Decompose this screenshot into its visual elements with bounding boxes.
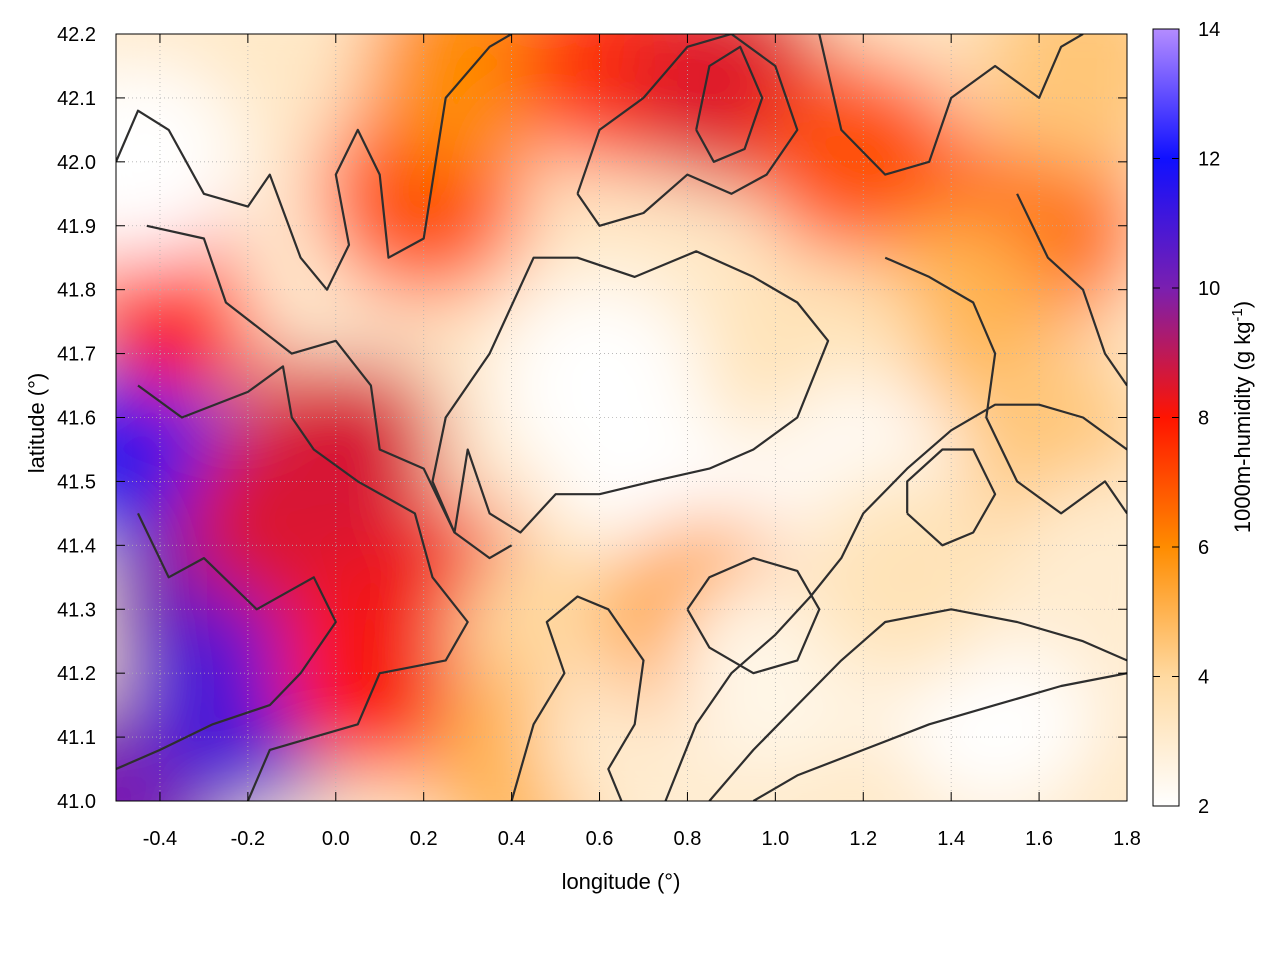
field-region [1000, 472, 1127, 683]
y-tick-label: 42.0 [57, 152, 96, 174]
colorbar-label-close: ) [1230, 301, 1255, 308]
y-tick-label: 41.8 [57, 280, 96, 302]
x-tick-label: 0.6 [586, 828, 614, 850]
field-region [758, 56, 969, 267]
y-tick-label: 41.7 [57, 344, 96, 366]
colorbar-tick-label: 6 [1198, 537, 1209, 559]
colorbar-tick-label: 8 [1198, 408, 1209, 430]
field-region [978, 34, 1127, 171]
field-region [230, 344, 441, 555]
contour-line [686, 557, 821, 675]
colorbar-tick-label: 12 [1198, 149, 1220, 171]
y-axis-label: latitude (°) [24, 373, 49, 474]
x-axis-ticks: -0.4 -0.2 0.0 0.2 0.4 0.6 0.8 1.0 1.2 1.4 1.6 1.8 [143, 34, 1141, 850]
contour-line [752, 672, 1127, 801]
contour-line [708, 608, 1127, 801]
y-axis-ticks: 41.0 41.1 41.2 41.3 41.4 41.5 41.6 41.7 41.8 41.9… [57, 24, 1127, 813]
contour-line [116, 512, 337, 771]
contour-line [116, 34, 513, 291]
contour-line [576, 34, 799, 227]
y-tick-label: 41.2 [57, 663, 96, 685]
colorbar-tick-label: 10 [1198, 278, 1220, 300]
contour-line [146, 224, 513, 560]
contour-line [510, 595, 645, 801]
contour-line [431, 250, 830, 534]
x-tick-label: 1.6 [1025, 828, 1053, 850]
y-tick-label: 42.1 [57, 88, 96, 110]
y-tick-label: 41.4 [57, 535, 96, 557]
colorbar-tick-label: 2 [1198, 796, 1209, 818]
contour-lines [116, 34, 1127, 801]
colorbar-label-main: 1000m-humidity (g kg [1230, 322, 1255, 534]
x-tick-label: -0.2 [231, 828, 265, 850]
colorbar-ticks: 2 4 6 8 10 12 14 [1153, 19, 1220, 818]
x-tick-label: 1.0 [761, 828, 789, 850]
colorbar-tick-label: 14 [1198, 19, 1220, 41]
y-tick-label: 41.0 [57, 791, 96, 813]
colorbar: 2 4 6 8 10 12 14 [1152, 19, 1220, 818]
humidity-field [116, 34, 1127, 801]
x-axis-label: longitude (°) [562, 869, 681, 894]
colorbar-label: 1000m-humidity (g kg-1) [1229, 301, 1255, 533]
x-tick-label: 0.8 [674, 828, 702, 850]
colorbar-tick-label: 4 [1198, 667, 1209, 689]
field-region [802, 472, 1013, 683]
y-tick-label: 41.5 [57, 471, 96, 493]
contour-line [818, 34, 1084, 176]
x-tick-label: 0.4 [498, 828, 526, 850]
colorbar-label-sup: -1 [1229, 308, 1246, 321]
field-region [116, 56, 243, 267]
y-tick-label: 41.3 [57, 599, 96, 621]
x-tick-label: 0.0 [322, 828, 350, 850]
y-tick-label: 41.1 [57, 727, 96, 749]
x-tick-label: 1.4 [937, 828, 965, 850]
y-tick-label: 41.9 [57, 216, 96, 238]
contour-line [884, 256, 1127, 515]
contour-line [664, 403, 1127, 801]
x-tick-label: 1.2 [849, 828, 877, 850]
contour-line [695, 45, 764, 163]
contour-line [1016, 193, 1127, 387]
contour-line [137, 365, 469, 801]
y-tick-label: 41.6 [57, 408, 96, 430]
field-blobs [116, 34, 1127, 801]
y-tick-label: 42.2 [57, 24, 96, 46]
plot-area: -0.4 -0.2 0.0 0.2 0.4 0.6 0.8 1.0 1.2 1.4 1.6 1.8 4… [57, 24, 1141, 850]
x-tick-label: 1.8 [1113, 828, 1141, 850]
x-tick-label: 0.2 [410, 828, 438, 850]
contour-line [906, 448, 997, 547]
x-tick-label: -0.4 [143, 828, 177, 850]
